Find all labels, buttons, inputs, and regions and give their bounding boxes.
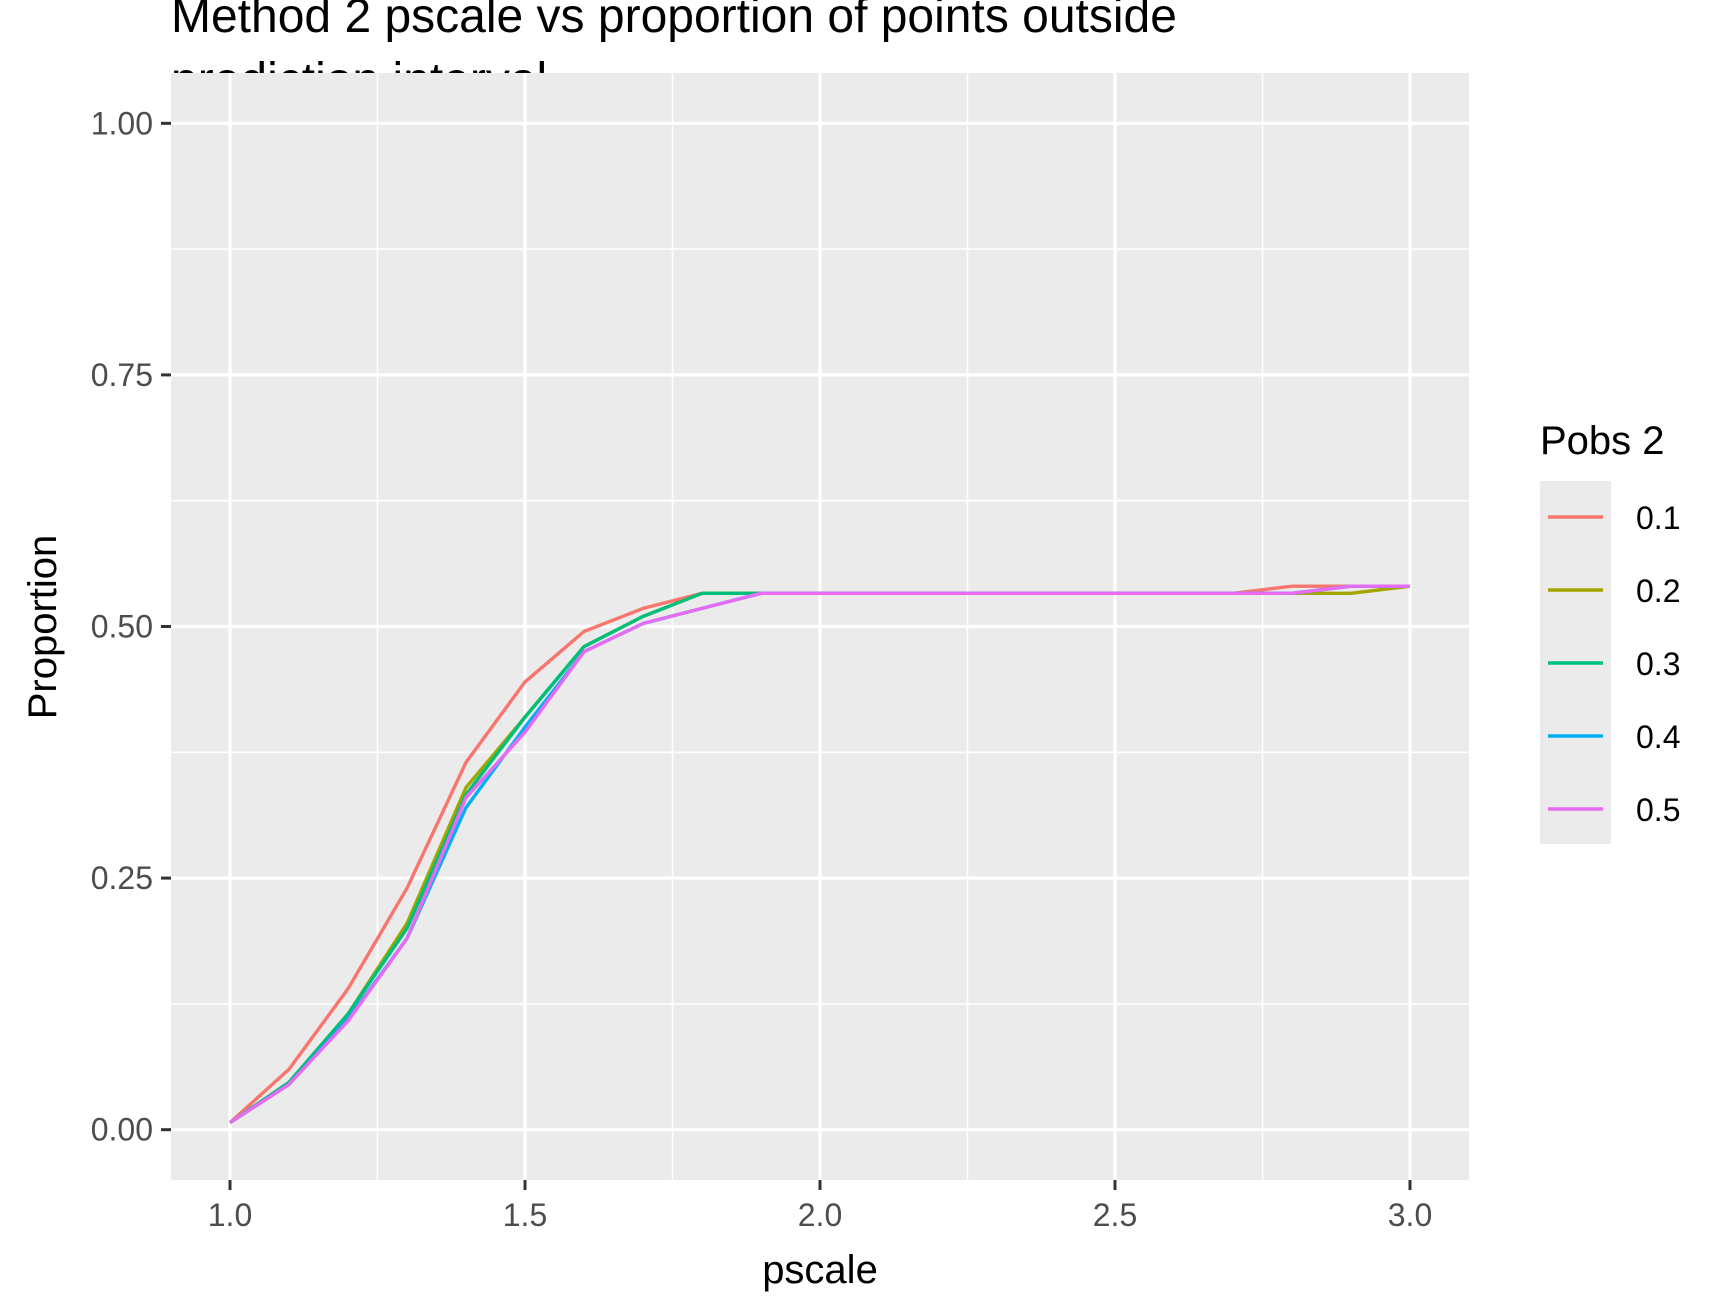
y-tick-label: 0.50 (91, 609, 153, 645)
legend-item-0.4: 0.4 (1548, 719, 1680, 755)
y-tick-label: 0.75 (91, 357, 153, 393)
legend-label: 0.2 (1636, 573, 1680, 609)
y-tick-label: 1.00 (91, 105, 153, 141)
x-tick-label: 3.0 (1388, 1197, 1432, 1233)
legend-item-0.2: 0.2 (1548, 573, 1680, 609)
y-axis-title: Proportion (21, 535, 65, 720)
legend: Pobs 2 0.1 0.2 0.3 0.4 0.5 (1540, 419, 1680, 844)
legend-item-0.3: 0.3 (1548, 646, 1680, 682)
legend-label: 0.5 (1636, 792, 1680, 828)
chart-title-line-1: Method 2 pscale vs proportion of points … (171, 0, 1177, 43)
legend-item-0.1: 0.1 (1548, 500, 1680, 536)
series-lines (228, 584, 1411, 1125)
major-gridlines (171, 73, 1469, 1180)
x-tick-label: 1.5 (503, 1197, 547, 1233)
y-tick-label: 0.25 (91, 860, 153, 896)
x-tick-label: 2.0 (798, 1197, 842, 1233)
x-tick-label: 2.5 (1093, 1197, 1137, 1233)
legend-items: 0.1 0.2 0.3 0.4 0.5 (1548, 500, 1680, 828)
legend-label: 0.4 (1636, 719, 1680, 755)
x-tick-label: 1.0 (208, 1197, 252, 1233)
series-line-0.5 (229, 584, 1410, 1125)
x-axis-title: pscale (762, 1248, 878, 1292)
legend-label: 0.1 (1636, 500, 1680, 536)
x-axis: 1.0 1.5 2.0 2.5 3.0 (208, 1180, 1432, 1233)
y-axis: 0.00 0.25 0.50 0.75 1.00 (91, 105, 171, 1148)
legend-label: 0.3 (1636, 646, 1680, 682)
y-tick-label: 0.00 (91, 1112, 153, 1148)
legend-title: Pobs 2 (1540, 419, 1665, 463)
legend-item-0.5: 0.5 (1548, 792, 1680, 828)
